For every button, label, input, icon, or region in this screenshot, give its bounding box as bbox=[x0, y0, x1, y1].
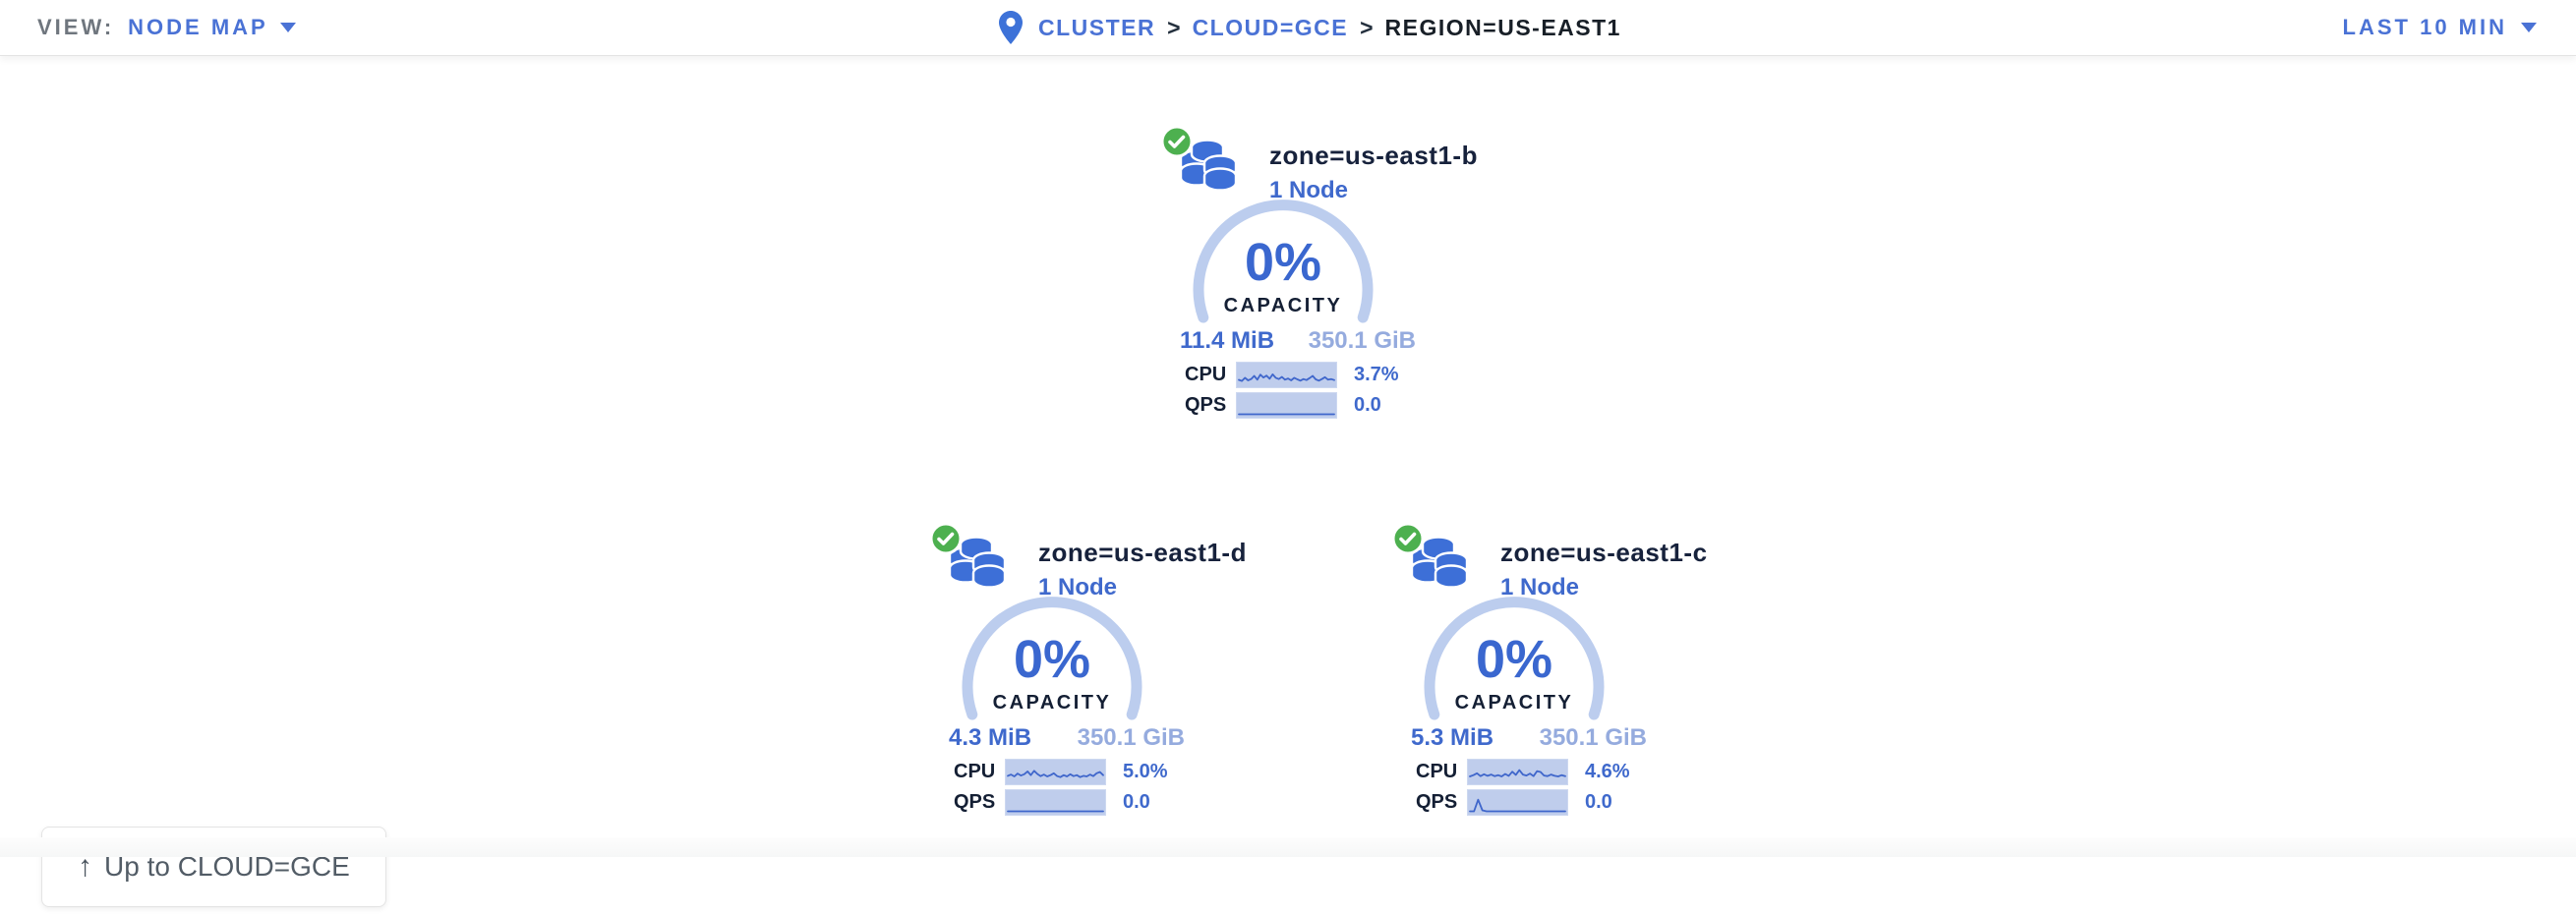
cpu-stat-row: CPU 5.0% bbox=[954, 758, 1180, 785]
cpu-sparkline bbox=[1236, 361, 1337, 388]
capacity-total: 350.1 GiB bbox=[1077, 724, 1185, 751]
qps-sparkline bbox=[1005, 788, 1106, 816]
capacity-arc bbox=[962, 597, 1142, 720]
healthy-check-icon bbox=[1160, 125, 1194, 158]
zone-card-us-east1-c[interactable]: zone=us-east1-c 1 Node 0% CAPACITY 5.3 M… bbox=[1357, 522, 1707, 915]
view-dropdown-value: NODE MAP bbox=[128, 15, 268, 39]
qps-stat-row: QPS 0.0 bbox=[954, 788, 1180, 816]
chevron-down-icon bbox=[2521, 23, 2537, 32]
zone-card-titles: zone=us-east1-d 1 Node bbox=[1038, 538, 1247, 601]
view-label: VIEW: bbox=[37, 15, 115, 39]
breadcrumb-cloud-link[interactable]: CLOUD=GCE bbox=[1192, 14, 1349, 40]
capacity-arc bbox=[1193, 200, 1374, 323]
capacity-gauge: 0% CAPACITY bbox=[959, 594, 1145, 780]
qps-label: QPS bbox=[1416, 790, 1458, 813]
capacity-gauge: 0% CAPACITY bbox=[1421, 594, 1608, 780]
qps-label: QPS bbox=[954, 790, 996, 813]
capacity-percent: 0% bbox=[1013, 630, 1091, 689]
capacity-label: CAPACITY bbox=[992, 692, 1112, 714]
capacity-arc bbox=[1424, 597, 1605, 720]
time-range-dropdown-button[interactable]: LAST 10 MIN bbox=[2343, 0, 2537, 55]
zone-card-us-east1-d[interactable]: zone=us-east1-d 1 Node 0% CAPACITY 4.3 M… bbox=[895, 522, 1246, 915]
database-stack-icon bbox=[1179, 140, 1238, 192]
capacity-gauge: 0% CAPACITY bbox=[1190, 197, 1376, 383]
zone-card-titles: zone=us-east1-c 1 Node bbox=[1500, 538, 1708, 601]
capacity-percent: 0% bbox=[1244, 233, 1322, 292]
breadcrumb-separator: > bbox=[1360, 14, 1374, 40]
capacity-values: 4.3 MiB 350.1 GiB bbox=[949, 724, 1185, 752]
capacity-gauge-center: 0% CAPACITY bbox=[1421, 594, 1608, 780]
database-stack-icon bbox=[1410, 537, 1469, 589]
bottom-divider bbox=[0, 837, 2576, 857]
qps-sparkline bbox=[1467, 788, 1568, 816]
qps-value: 0.0 bbox=[1354, 393, 1381, 416]
breadcrumb-current-region: REGION=US-EAST1 bbox=[1384, 14, 1621, 40]
time-range-value: LAST 10 MIN bbox=[2342, 15, 2507, 39]
zone-node-count[interactable]: 1 Node bbox=[1269, 177, 1349, 203]
cpu-stat-row: CPU 4.6% bbox=[1416, 758, 1642, 785]
capacity-gauge-center: 0% CAPACITY bbox=[1190, 197, 1376, 383]
view-selector[interactable]: VIEW: NODE MAP bbox=[37, 0, 296, 55]
capacity-label: CAPACITY bbox=[1223, 295, 1343, 316]
chevron-down-icon bbox=[279, 23, 296, 32]
node-map-canvas: zone=us-east1-b 1 Node 0% CAPACITY 11.4 … bbox=[0, 56, 2576, 907]
arrow-up-icon: ↑ bbox=[78, 850, 92, 883]
qps-stat-row: QPS 0.0 bbox=[1185, 391, 1411, 419]
cpu-value: 3.7% bbox=[1354, 363, 1399, 385]
map-pin-icon bbox=[999, 11, 1023, 44]
zone-card-titles: zone=us-east1-b 1 Node bbox=[1269, 141, 1478, 204]
cpu-value: 5.0% bbox=[1123, 760, 1168, 782]
zone-node-count[interactable]: 1 Node bbox=[1038, 574, 1118, 600]
capacity-used: 5.3 MiB bbox=[1411, 724, 1494, 751]
zone-card-us-east1-b[interactable]: zone=us-east1-b 1 Node 0% CAPACITY 11.4 … bbox=[1126, 125, 1477, 518]
view-dropdown-button[interactable]: NODE MAP bbox=[128, 15, 296, 40]
healthy-check-icon bbox=[1391, 522, 1425, 555]
topbar: VIEW: NODE MAP CLUSTER > CLOUD=GCE > REG… bbox=[0, 0, 2576, 56]
zone-name: zone=us-east1-b bbox=[1269, 141, 1478, 170]
qps-value: 0.0 bbox=[1123, 790, 1150, 813]
zone-name: zone=us-east1-d bbox=[1038, 538, 1247, 567]
cpu-sparkline bbox=[1467, 758, 1568, 785]
cpu-label: CPU bbox=[1185, 363, 1227, 385]
capacity-values: 5.3 MiB 350.1 GiB bbox=[1411, 724, 1647, 752]
capacity-total: 350.1 GiB bbox=[1539, 724, 1647, 751]
capacity-gauge-center: 0% CAPACITY bbox=[959, 594, 1145, 780]
qps-label: QPS bbox=[1185, 393, 1227, 416]
qps-value: 0.0 bbox=[1585, 790, 1612, 813]
zone-node-count[interactable]: 1 Node bbox=[1500, 574, 1580, 600]
breadcrumb: CLUSTER > CLOUD=GCE > REGION=US-EAST1 bbox=[999, 0, 1621, 55]
qps-stat-row: QPS 0.0 bbox=[1416, 788, 1642, 816]
zone-name: zone=us-east1-c bbox=[1500, 538, 1708, 567]
cpu-value: 4.6% bbox=[1585, 760, 1630, 782]
capacity-used: 11.4 MiB bbox=[1180, 327, 1275, 354]
breadcrumb-separator: > bbox=[1167, 14, 1181, 40]
healthy-check-icon bbox=[929, 522, 963, 555]
cpu-label: CPU bbox=[1416, 760, 1458, 782]
cpu-label: CPU bbox=[954, 760, 996, 782]
qps-sparkline bbox=[1236, 391, 1337, 419]
cpu-stat-row: CPU 3.7% bbox=[1185, 361, 1411, 388]
capacity-values: 11.4 MiB 350.1 GiB bbox=[1180, 327, 1416, 355]
capacity-percent: 0% bbox=[1475, 630, 1553, 689]
capacity-total: 350.1 GiB bbox=[1308, 327, 1416, 354]
capacity-used: 4.3 MiB bbox=[949, 724, 1032, 751]
breadcrumb-cluster-link[interactable]: CLUSTER bbox=[1038, 14, 1156, 40]
capacity-label: CAPACITY bbox=[1454, 692, 1574, 714]
cpu-sparkline bbox=[1005, 758, 1106, 785]
